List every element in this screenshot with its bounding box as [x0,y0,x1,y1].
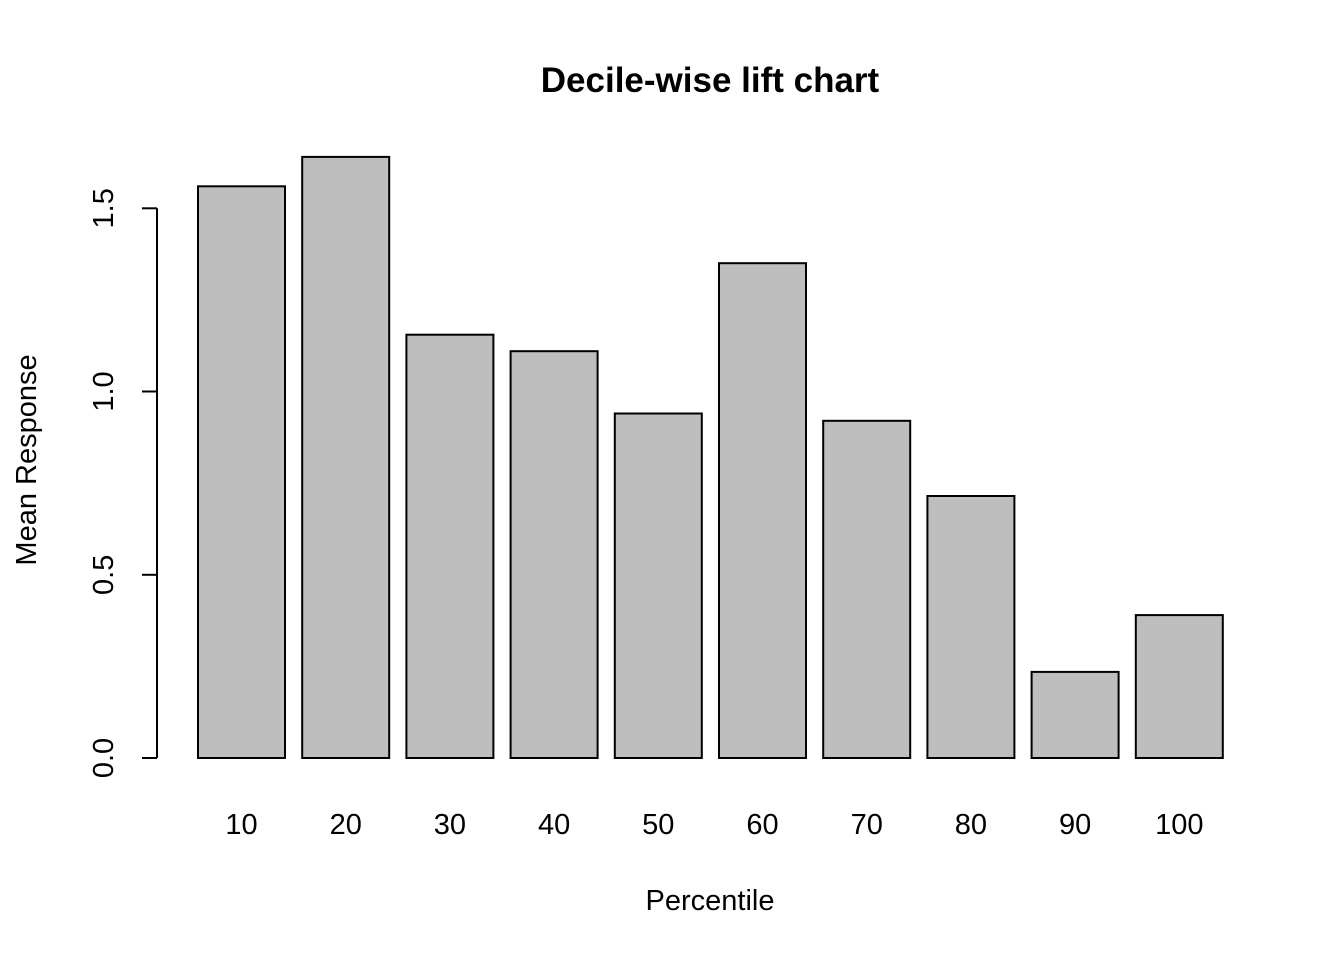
chart-title: Decile-wise lift chart [541,61,880,100]
bar-70 [822,419,912,759]
bar-10 [197,185,286,760]
x-tick-label: 60 [746,809,778,841]
bar-60 [718,262,807,759]
bar-100 [1134,614,1224,759]
bar-30 [405,333,495,759]
x-axis-label: Percentile [646,885,775,917]
bar-80 [926,495,1016,759]
y-axis-label: Mean Response [11,354,43,565]
x-tick-label: 40 [538,809,570,841]
x-tick-label: 30 [434,809,466,841]
bar-group [197,155,1224,760]
x-tick-label: 70 [851,809,883,841]
y-tick-label: 0.0 [88,738,120,778]
bar-50 [613,412,703,759]
bar-90 [1030,670,1120,760]
bar-40 [509,350,599,759]
y-tick-label: 0.5 [88,555,120,595]
x-tick-labels: 10 20 30 40 50 60 70 80 90 100 [225,809,1203,841]
x-tick-label: 20 [330,809,362,841]
y-axis: 0.0 0.5 1.0 1.5 [88,188,158,778]
x-tick-label: 90 [1059,809,1091,841]
bar-20 [301,155,391,759]
y-tick-label: 1.5 [88,188,120,228]
x-tick-label: 100 [1155,809,1203,841]
y-tick-label: 1.0 [88,371,120,411]
x-tick-label: 80 [955,809,987,841]
x-tick-label: 10 [225,809,257,841]
x-tick-label: 50 [642,809,674,841]
